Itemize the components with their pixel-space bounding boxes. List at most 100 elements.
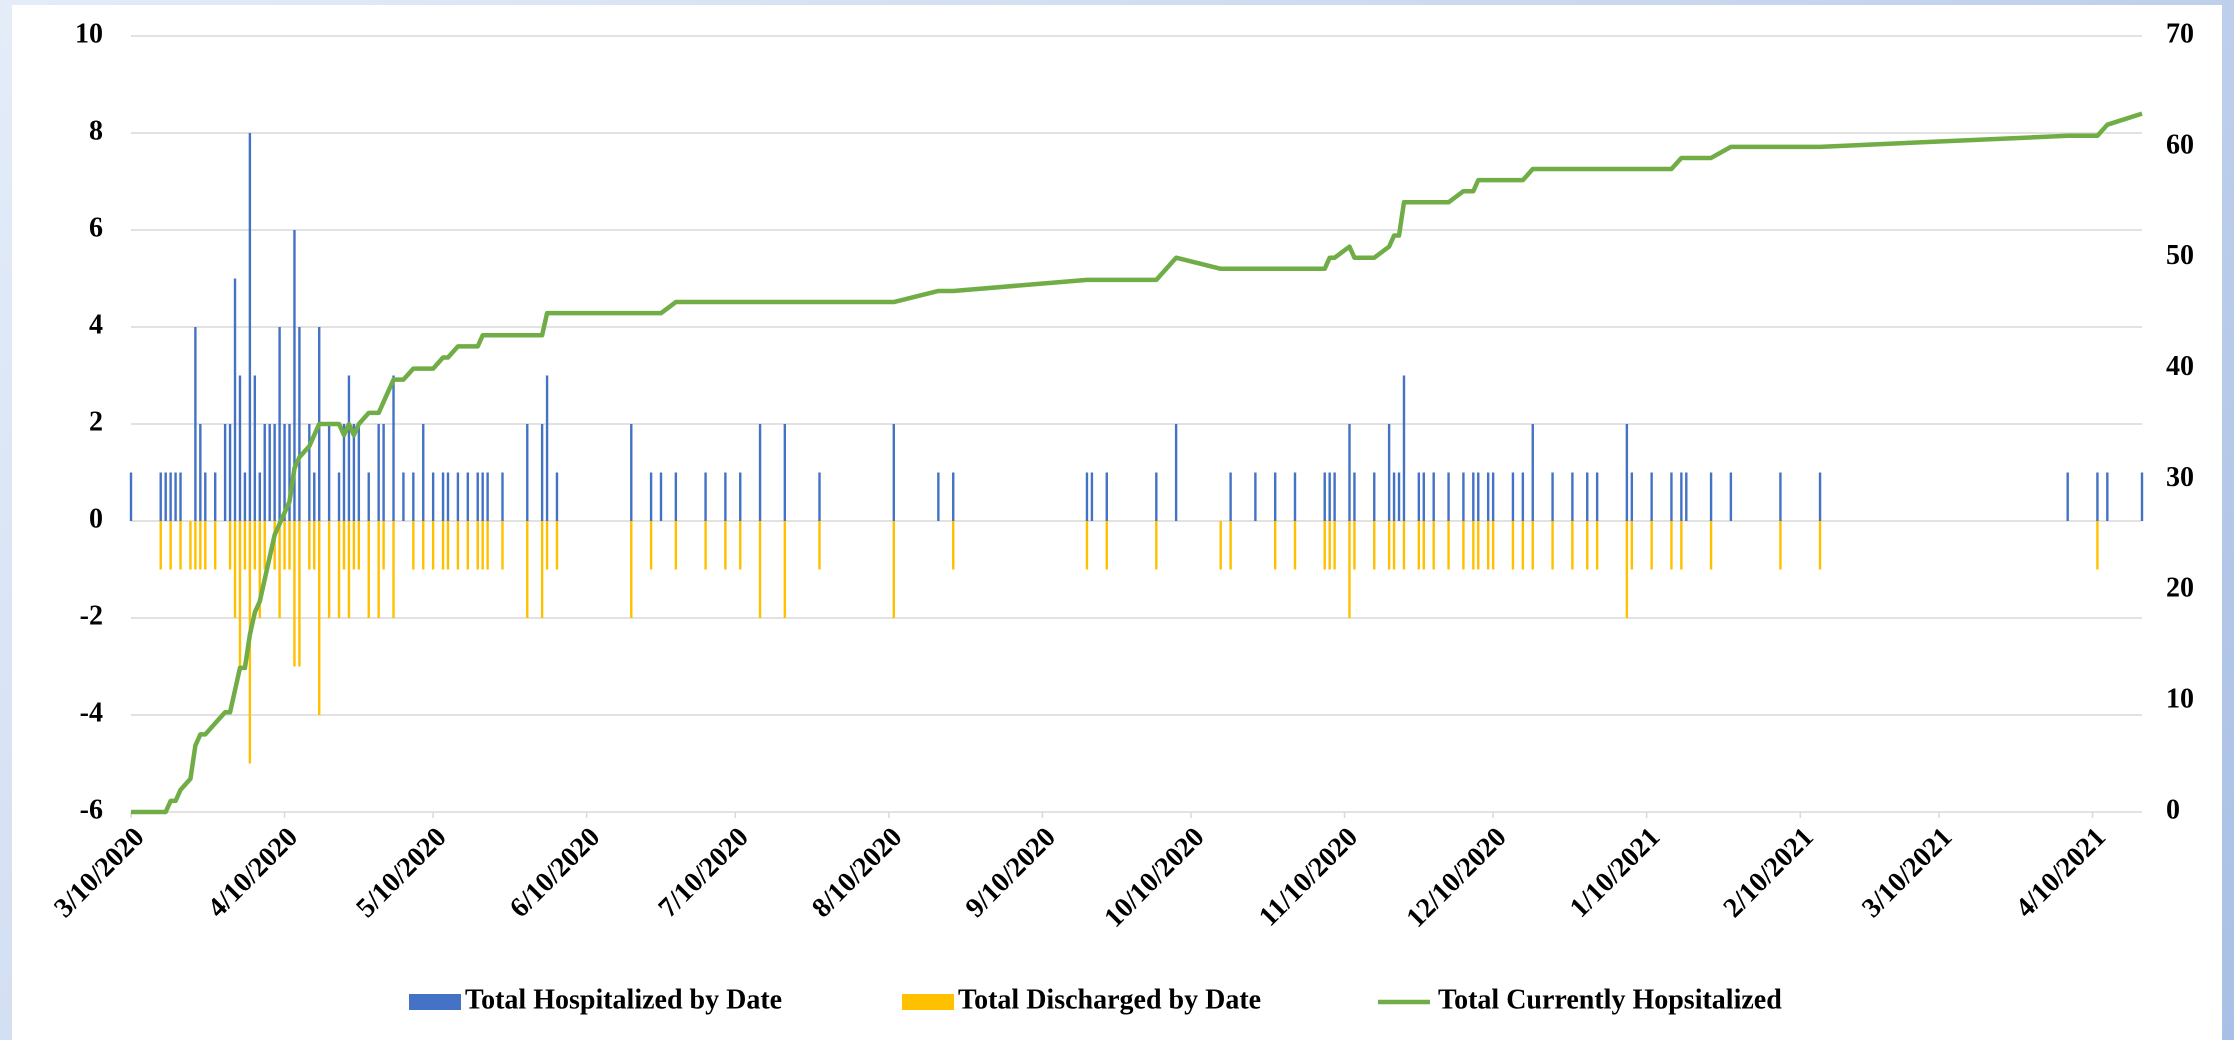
bar <box>327 424 331 521</box>
y-tick-label: 4 <box>89 309 103 340</box>
bar <box>456 472 460 521</box>
bar <box>174 472 177 521</box>
bar <box>214 472 217 521</box>
bar <box>1422 521 1425 570</box>
legend-swatch <box>902 994 954 1010</box>
bar <box>1531 521 1534 570</box>
bar <box>1432 521 1435 570</box>
bar <box>1595 472 1599 521</box>
bar <box>273 521 276 570</box>
bar <box>1348 521 1351 618</box>
bar <box>253 521 257 570</box>
bar <box>1486 521 1490 570</box>
bar <box>441 521 445 570</box>
bar <box>1387 424 1391 521</box>
bar <box>630 424 633 521</box>
bar <box>214 521 217 570</box>
bar <box>1254 472 1257 521</box>
bar <box>357 424 361 521</box>
y-tick-label: 10 <box>75 18 103 49</box>
bar <box>1586 472 1589 521</box>
bar <box>223 424 227 521</box>
bar <box>199 424 202 521</box>
bar <box>704 472 707 521</box>
bar <box>392 375 395 521</box>
bar <box>1462 521 1465 570</box>
bar <box>1155 521 1158 570</box>
bar <box>431 521 435 570</box>
bar <box>248 133 252 521</box>
bar <box>1422 472 1425 521</box>
bar <box>159 472 162 521</box>
bar <box>1293 521 1297 570</box>
bar <box>1551 472 1554 521</box>
bar <box>1432 472 1435 521</box>
bar <box>1353 521 1356 570</box>
bar <box>273 424 276 521</box>
bar <box>402 472 405 521</box>
bar <box>194 327 197 521</box>
bar <box>1630 521 1634 570</box>
bar <box>1402 521 1406 570</box>
bar <box>288 424 291 521</box>
bar <box>1293 472 1297 521</box>
bar <box>724 472 727 521</box>
bar <box>466 472 470 521</box>
bar <box>1571 521 1574 570</box>
bar <box>268 424 271 521</box>
bar <box>258 472 261 521</box>
bar <box>179 521 182 570</box>
bar <box>1373 472 1376 521</box>
bar <box>298 327 301 521</box>
bar <box>1323 521 1326 570</box>
bar <box>288 521 291 570</box>
bar <box>1491 521 1495 570</box>
bar <box>952 472 955 521</box>
bar <box>1650 472 1653 521</box>
bar <box>1402 375 1406 521</box>
bar <box>486 521 489 570</box>
bar <box>352 521 356 570</box>
bar <box>1333 521 1336 570</box>
bar <box>342 424 346 521</box>
bar <box>481 521 484 570</box>
bar <box>545 521 549 570</box>
bar <box>1650 521 1653 570</box>
bar <box>1477 472 1480 521</box>
bar <box>1491 472 1495 521</box>
bar <box>1670 472 1673 521</box>
bar <box>1373 521 1376 570</box>
bar <box>739 521 742 570</box>
bar <box>1219 521 1222 570</box>
bar <box>1709 472 1713 521</box>
bar <box>293 230 296 521</box>
bar <box>412 521 415 570</box>
bar <box>263 521 266 570</box>
y-tick-label: -4 <box>80 697 103 728</box>
legend-swatch <box>409 994 461 1010</box>
bar <box>164 472 167 521</box>
bar <box>1105 472 1108 521</box>
bar <box>263 424 266 521</box>
bar <box>1511 521 1515 570</box>
legend-label: Total Hospitalized by Date <box>465 984 782 1015</box>
bar <box>456 521 460 570</box>
bar <box>1085 472 1089 521</box>
bar <box>649 472 653 521</box>
bar <box>892 424 895 521</box>
y2-tick-label: 50 <box>2166 240 2194 271</box>
bar <box>937 472 940 521</box>
bar <box>422 521 425 570</box>
bar <box>555 472 559 521</box>
bar <box>545 375 549 521</box>
bar <box>1174 424 1178 521</box>
bar <box>1709 521 1713 570</box>
bar <box>704 521 707 570</box>
bar <box>758 424 762 521</box>
bar <box>2096 521 2099 570</box>
bar <box>431 472 435 521</box>
bar <box>313 521 316 570</box>
bar <box>253 375 257 521</box>
bar <box>337 472 341 521</box>
bar <box>446 521 450 570</box>
